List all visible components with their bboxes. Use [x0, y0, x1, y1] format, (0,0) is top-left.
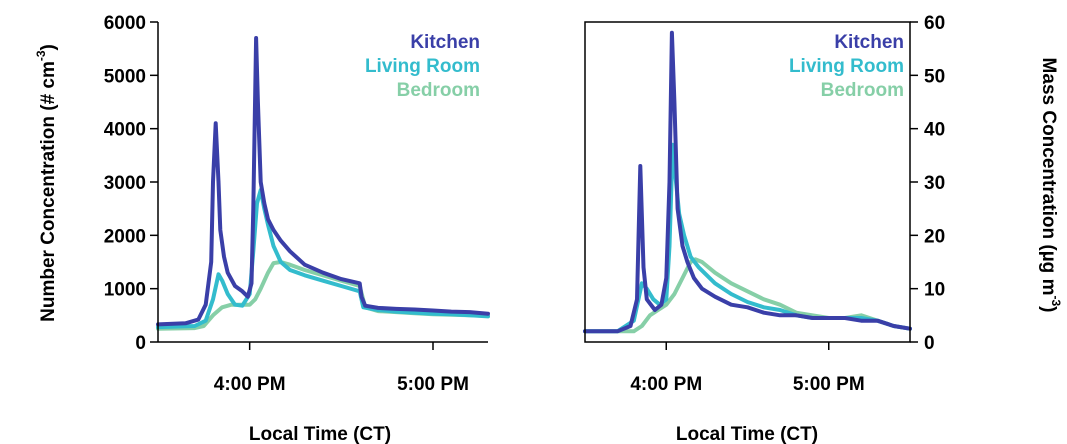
left-y-axis-title: Number Concentration (# cm-3)	[34, 44, 59, 322]
y-tick-label: 20	[924, 226, 945, 247]
y-tick-label: 2000	[104, 226, 146, 247]
legend-item-bedroom: Bedroom	[397, 80, 480, 101]
left-y-axis-title-close: )	[38, 44, 59, 50]
legend-item-bedroom: Bedroom	[821, 80, 904, 101]
left-legend: Kitchen Living Room Bedroom	[365, 32, 480, 101]
right-legend: Kitchen Living Room Bedroom	[789, 32, 904, 101]
x-tick-label: 4:00 PM	[630, 374, 702, 395]
y-tick-label: 3000	[104, 173, 146, 194]
left-y-axis-title-superscript: -3	[34, 50, 48, 61]
right-y-axis-title-close: )	[1038, 306, 1059, 312]
legend-item-living-room: Living Room	[789, 56, 904, 77]
right-y-axis-title: Mass Concentration (µg m-3)	[1038, 58, 1063, 313]
y-tick-label: 40	[924, 120, 945, 141]
mass-concentration-lines	[583, 30, 912, 334]
y-tick-label: 4000	[104, 120, 146, 141]
x-tick-label: 5:00 PM	[793, 374, 865, 395]
x-tick-label: 4:00 PM	[214, 374, 286, 395]
right-y-axis-title-superscript: -3	[1049, 295, 1063, 306]
series-line-kitchen	[583, 30, 912, 334]
y-tick-label: 30	[924, 173, 945, 194]
number-concentration-axes: 0 1000 2000 3000 4000 5000 6000 4:00 PM 5:00 PM	[104, 13, 488, 395]
y-tick-label: 50	[924, 66, 945, 87]
y-tick-label: 1000	[104, 280, 146, 301]
legend-item-living-room: Living Room	[365, 56, 480, 77]
left-x-axis-title: Local Time (CT)	[249, 424, 391, 444]
series-line-living-room	[156, 188, 490, 330]
x-tick-label: 5:00 PM	[397, 374, 469, 395]
number-concentration-lines	[156, 36, 490, 331]
left-y-axis-title-main: Number Concentration (# cm	[38, 61, 59, 322]
legend-item-kitchen: Kitchen	[834, 32, 904, 53]
y-tick-label: 0	[135, 333, 146, 354]
mass-concentration-panel: 0 10 20 30 40 50 60 4:00 PM 5:00 PM Local Time (…	[583, 13, 1063, 444]
legend-item-kitchen: Kitchen	[410, 32, 480, 53]
y-tick-label: 6000	[104, 13, 146, 34]
y-tick-label: 60	[924, 13, 945, 34]
right-y-axis-title-main: Mass Concentration (µg m	[1038, 58, 1059, 296]
series-line-living-room	[583, 142, 912, 334]
y-tick-label: 5000	[104, 66, 146, 87]
right-x-axis-title: Local Time (CT)	[676, 424, 818, 444]
y-tick-label: 0	[924, 333, 935, 354]
series-line-kitchen	[156, 36, 490, 327]
y-tick-label: 10	[924, 280, 945, 301]
mass-concentration-axes: 0 10 20 30 40 50 60 4:00 PM 5:00 PM	[584, 13, 945, 395]
